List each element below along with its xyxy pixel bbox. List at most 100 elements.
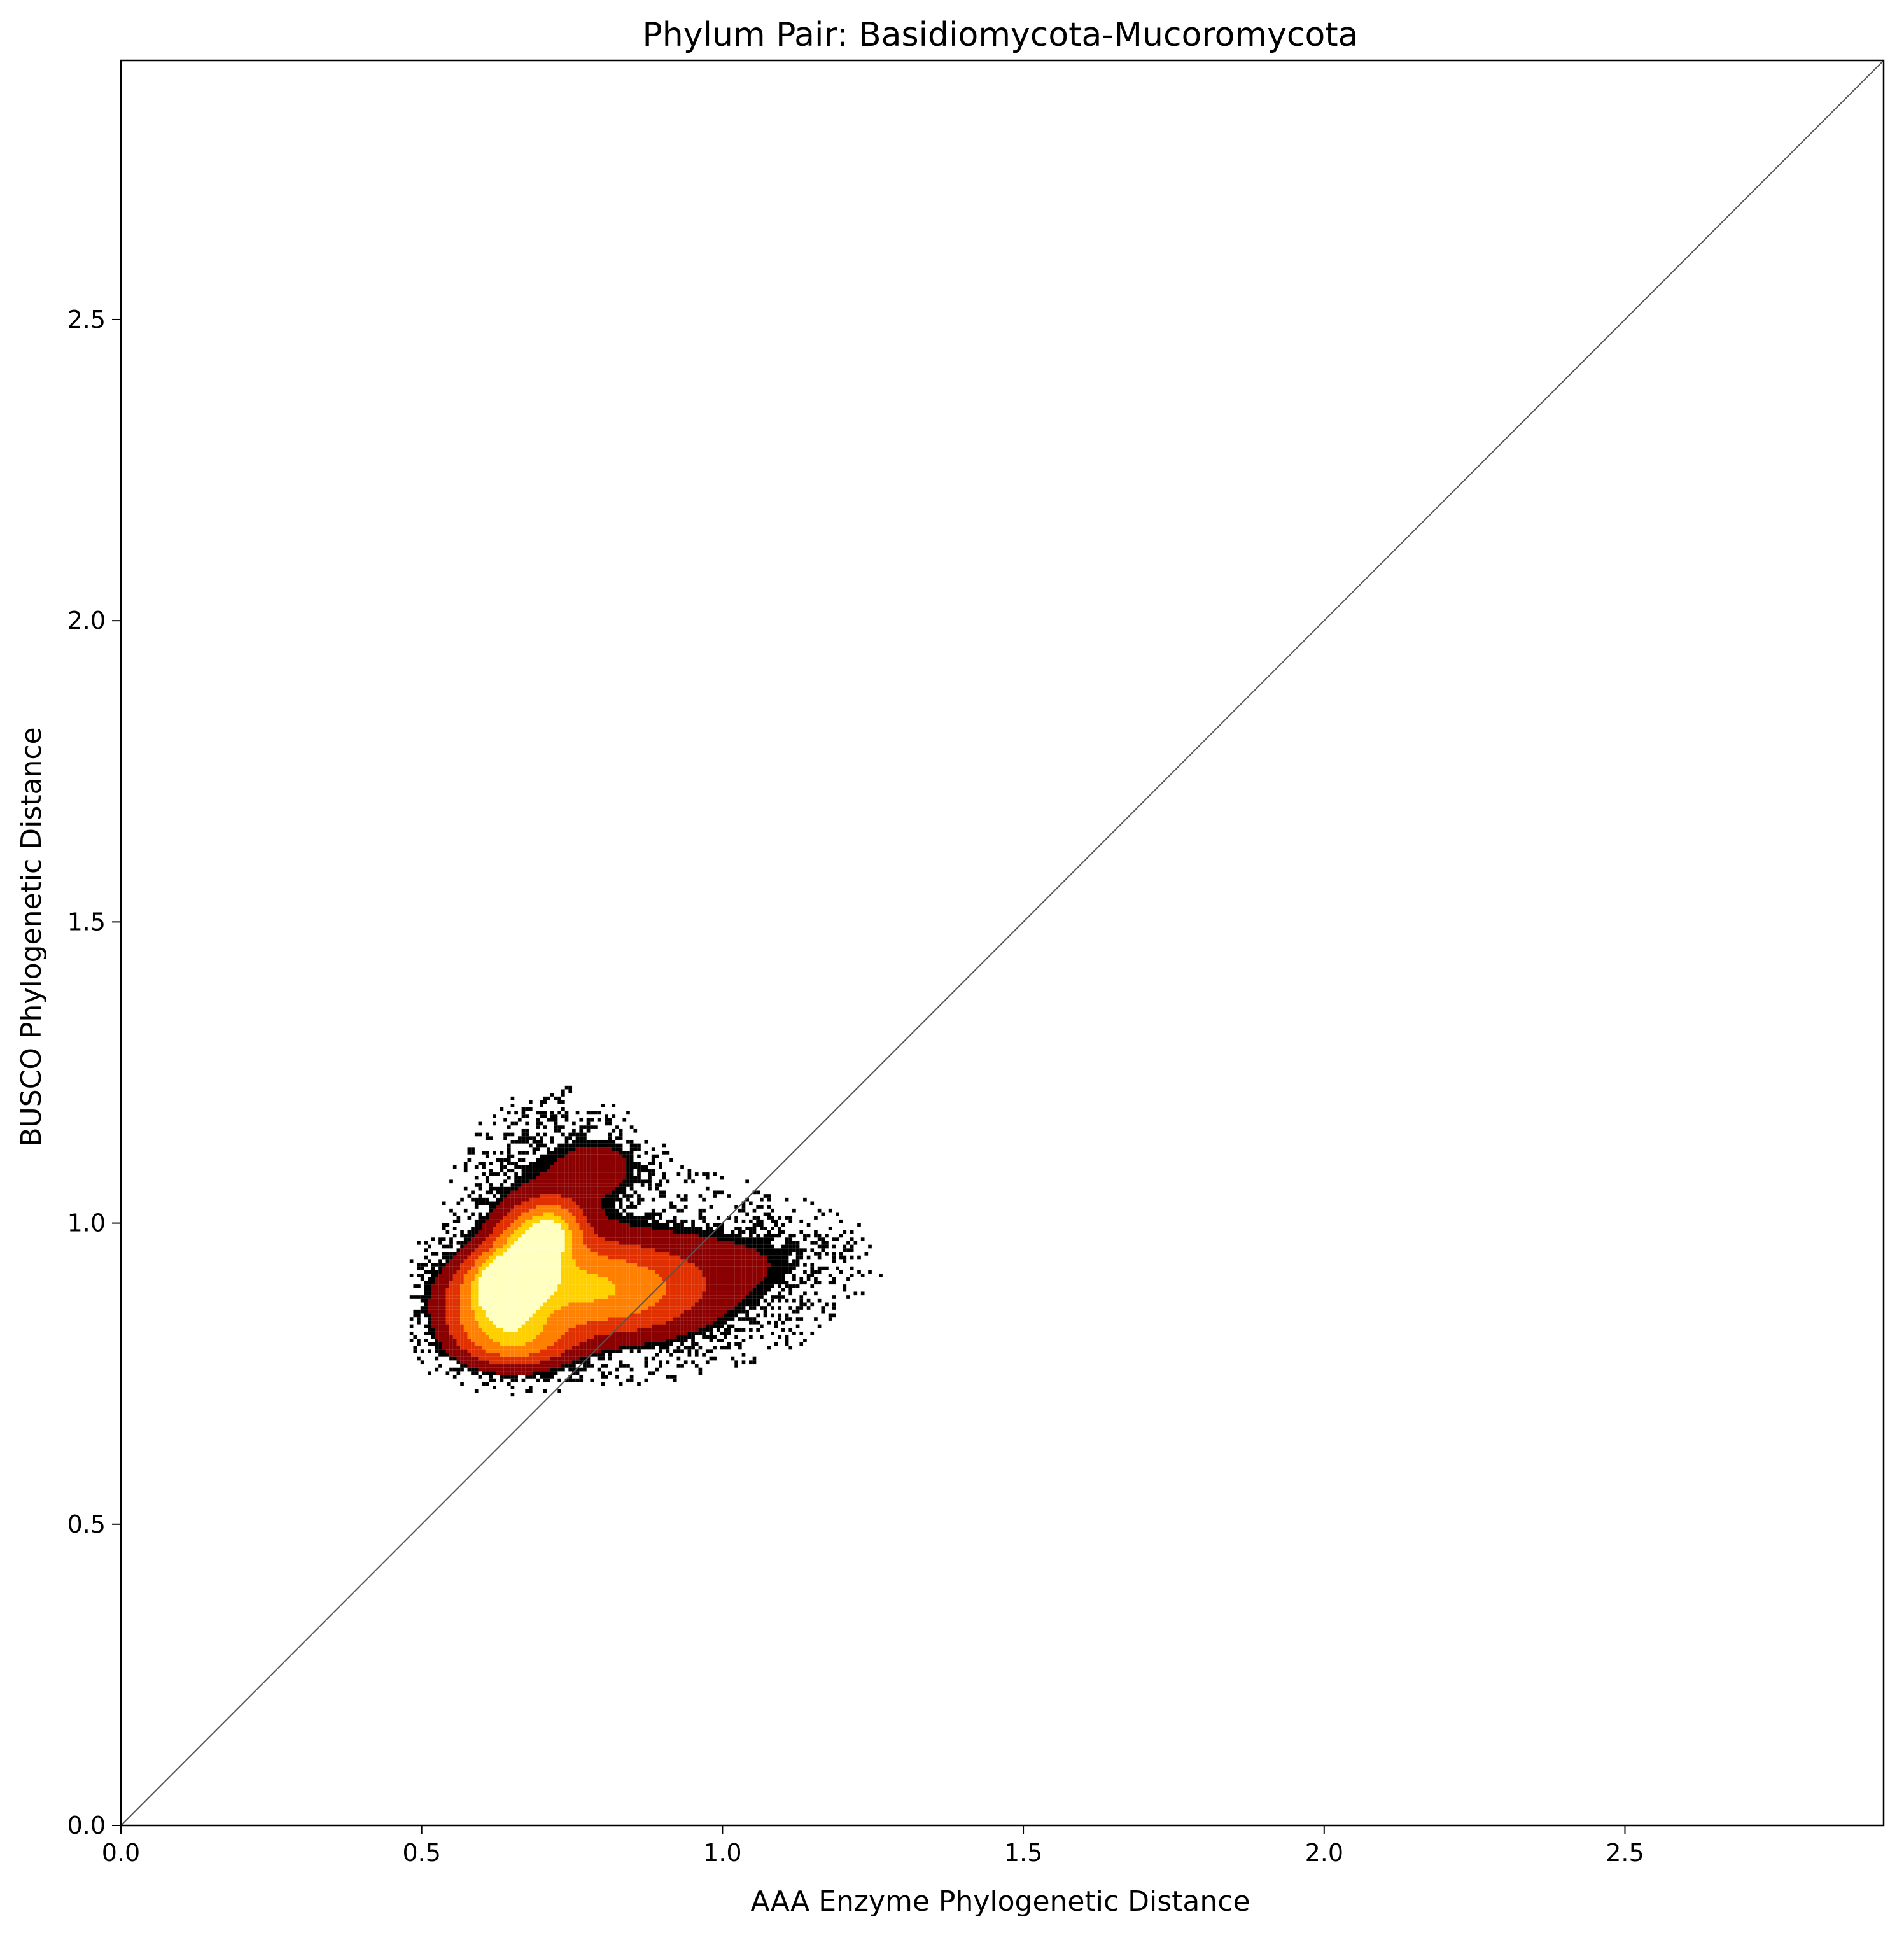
heatmap-cell xyxy=(763,1298,767,1303)
heatmap-cell xyxy=(496,1331,500,1335)
heatmap-cell xyxy=(702,1309,706,1314)
heatmap-cell xyxy=(590,1230,594,1234)
heatmap-cell xyxy=(517,1342,522,1346)
heatmap-cell xyxy=(676,1277,681,1281)
heatmap-cell xyxy=(557,1277,562,1281)
heatmap-cell xyxy=(543,1295,547,1299)
heatmap-cell xyxy=(843,1288,847,1292)
heatmap-cell xyxy=(536,1281,540,1285)
heatmap-cell xyxy=(828,1274,832,1277)
heatmap-cell xyxy=(536,1342,540,1346)
heatmap-cell xyxy=(471,1252,475,1256)
heatmap-cell xyxy=(456,1306,461,1310)
heatmap-cell xyxy=(428,1320,431,1325)
heatmap-cell xyxy=(503,1205,507,1209)
heatmap-cell xyxy=(442,1298,446,1303)
heatmap-cell xyxy=(514,1291,518,1296)
heatmap-cell xyxy=(738,1291,742,1296)
heatmap-cell xyxy=(521,1176,526,1180)
heatmap-cell xyxy=(514,1288,518,1292)
heatmap-cell xyxy=(760,1291,764,1296)
heatmap-cell xyxy=(752,1248,757,1253)
heatmap-cell xyxy=(720,1266,724,1270)
heatmap-cell xyxy=(619,1306,623,1310)
heatmap-cell xyxy=(554,1306,558,1310)
heatmap-cell xyxy=(467,1147,472,1151)
heatmap-cell xyxy=(651,1158,655,1162)
heatmap-cell xyxy=(575,1295,580,1299)
heatmap-cell xyxy=(767,1230,771,1234)
heatmap-cell xyxy=(525,1389,529,1393)
heatmap-cell xyxy=(557,1349,562,1354)
heatmap-cell xyxy=(691,1237,695,1241)
heatmap-cell xyxy=(619,1328,623,1332)
heatmap-cell xyxy=(482,1244,486,1249)
heatmap-cell xyxy=(543,1208,547,1213)
heatmap-cell xyxy=(539,1154,543,1158)
heatmap-cell xyxy=(612,1324,616,1328)
heatmap-cell xyxy=(550,1281,554,1285)
heatmap-cell xyxy=(503,1309,507,1314)
heatmap-cell xyxy=(763,1274,767,1277)
heatmap-cell xyxy=(655,1306,659,1310)
heatmap-cell xyxy=(698,1288,703,1292)
heatmap-cell xyxy=(640,1346,645,1350)
heatmap-cell xyxy=(493,1205,496,1209)
heatmap-cell xyxy=(460,1270,464,1274)
heatmap-cell xyxy=(496,1313,500,1318)
heatmap-cell xyxy=(817,1281,822,1285)
heatmap-cell xyxy=(456,1320,461,1325)
heatmap-cell xyxy=(680,1342,684,1346)
heatmap-cell xyxy=(651,1274,655,1277)
heatmap-cell xyxy=(583,1324,587,1328)
heatmap-cell xyxy=(752,1263,757,1267)
heatmap-cell xyxy=(651,1237,655,1241)
heatmap-cell xyxy=(612,1313,616,1318)
heatmap-cell xyxy=(597,1324,601,1328)
heatmap-cell xyxy=(622,1244,627,1249)
heatmap-cell xyxy=(662,1237,666,1241)
heatmap-cell xyxy=(525,1342,529,1346)
heatmap-cell xyxy=(637,1270,641,1274)
heatmap-cell xyxy=(500,1295,504,1299)
heatmap-cell xyxy=(568,1219,573,1223)
heatmap-cell xyxy=(579,1248,584,1253)
heatmap-cell xyxy=(806,1234,811,1238)
heatmap-cell xyxy=(482,1295,486,1299)
heatmap-cell xyxy=(449,1298,453,1303)
heatmap-cell xyxy=(510,1353,515,1357)
heatmap-cell xyxy=(629,1147,634,1151)
heatmap-cell xyxy=(579,1259,584,1263)
heatmap-cell xyxy=(536,1111,540,1115)
heatmap-cell xyxy=(615,1183,619,1187)
heatmap-cell xyxy=(536,1324,540,1328)
heatmap-cell xyxy=(669,1270,673,1274)
heatmap-cell xyxy=(608,1121,612,1126)
heatmap-cell xyxy=(517,1252,522,1256)
heatmap-cell xyxy=(517,1194,522,1198)
heatmap-cell xyxy=(738,1342,742,1346)
heatmap-cell xyxy=(442,1237,446,1241)
heatmap-cell xyxy=(608,1147,612,1151)
heatmap-cell xyxy=(525,1223,529,1227)
heatmap-cell xyxy=(564,1227,569,1230)
heatmap-cell xyxy=(763,1291,767,1296)
heatmap-cell xyxy=(619,1219,623,1223)
heatmap-cell xyxy=(557,1389,562,1393)
heatmap-cell xyxy=(460,1197,464,1202)
heatmap-cell xyxy=(575,1356,580,1361)
heatmap-cell xyxy=(521,1241,526,1245)
heatmap-cell xyxy=(532,1255,536,1260)
heatmap-cell xyxy=(449,1252,453,1256)
heatmap-cell xyxy=(557,1143,562,1148)
heatmap-cell xyxy=(698,1216,703,1220)
heatmap-cell xyxy=(496,1367,500,1372)
heatmap-cell xyxy=(594,1317,598,1321)
heatmap-cell xyxy=(550,1349,554,1354)
heatmap-cell xyxy=(605,1172,608,1176)
heatmap-cell xyxy=(550,1360,554,1365)
heatmap-cell xyxy=(550,1306,554,1310)
heatmap-cell xyxy=(698,1259,703,1263)
heatmap-cell xyxy=(471,1288,475,1292)
heatmap-cell xyxy=(536,1313,540,1318)
